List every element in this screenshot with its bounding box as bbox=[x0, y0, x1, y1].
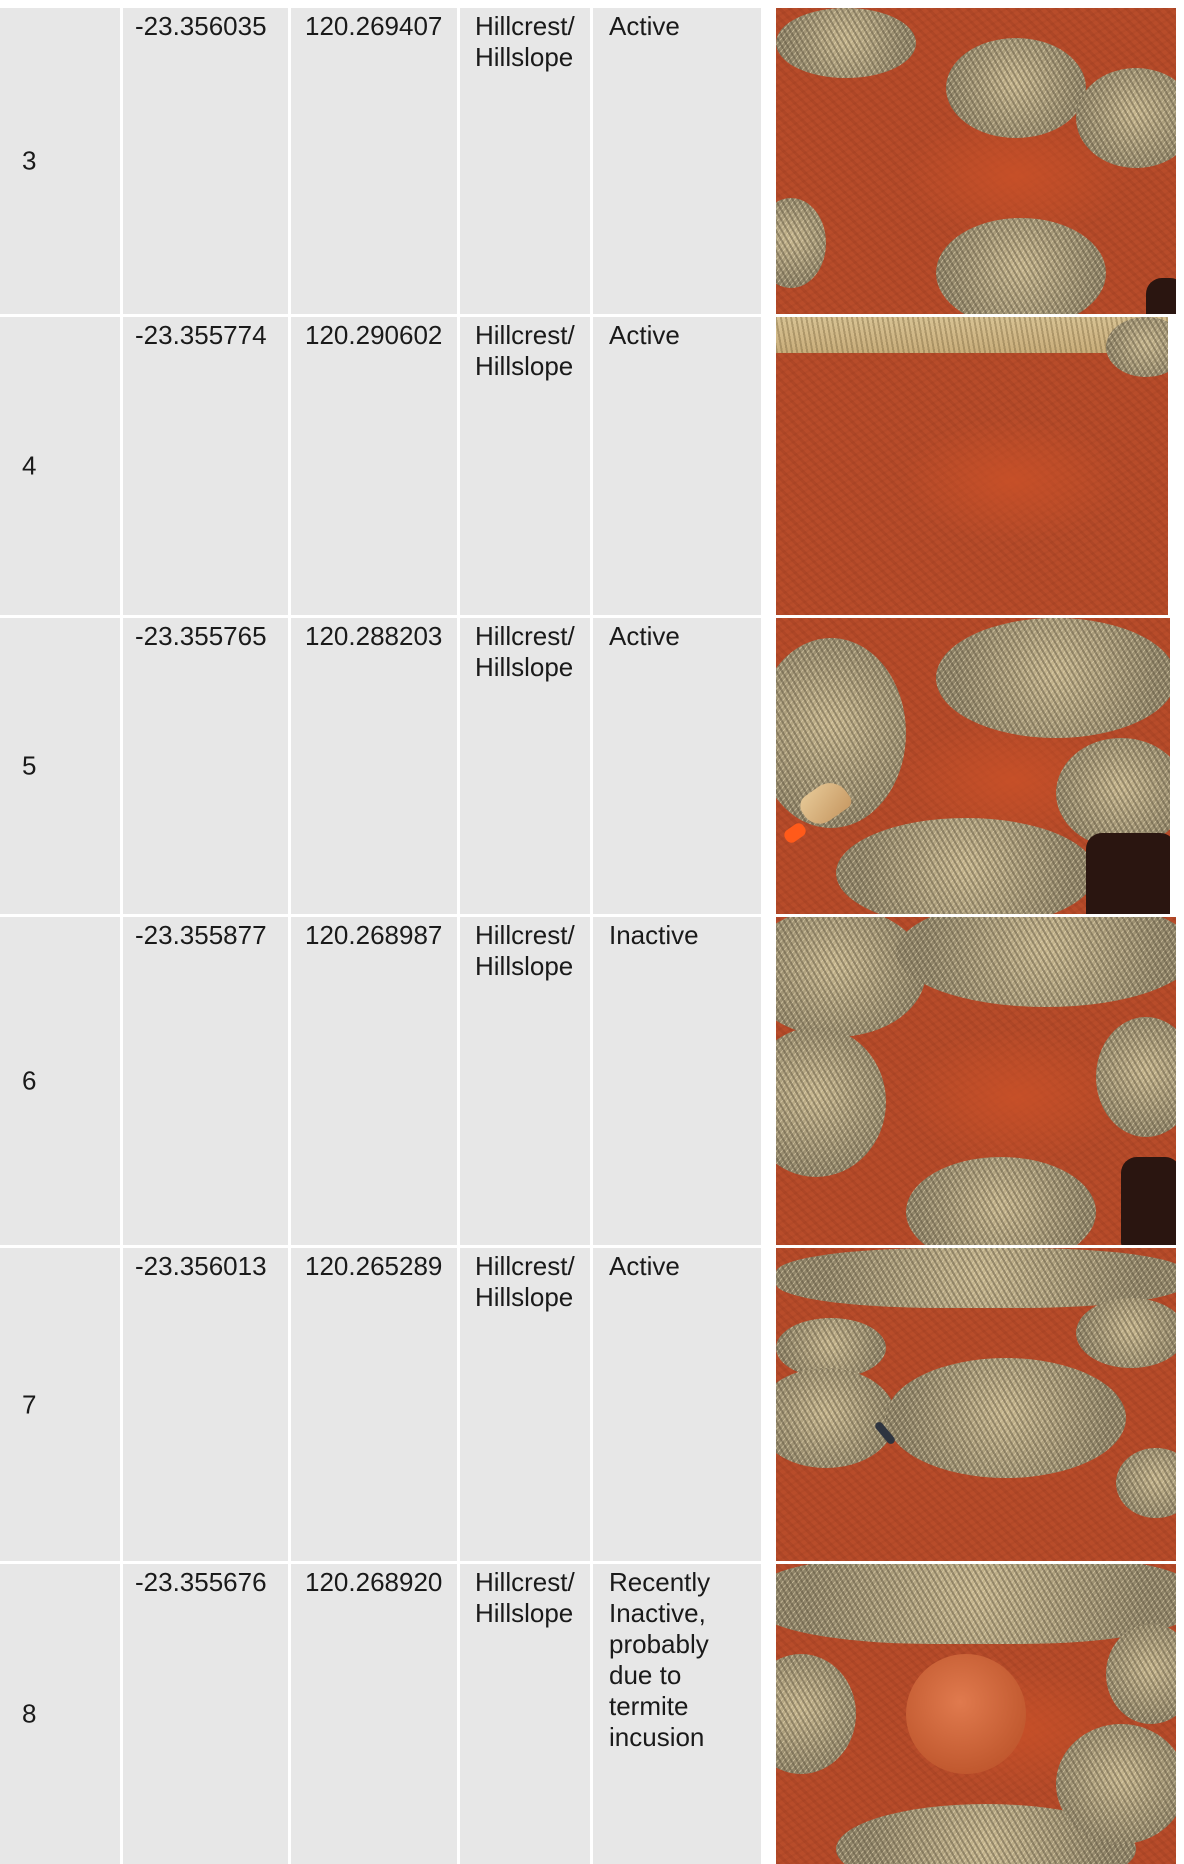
site-id: 5 bbox=[22, 750, 37, 781]
latitude-cell: -23.355765 bbox=[123, 618, 288, 914]
longitude-value: 120.288203 bbox=[305, 621, 443, 651]
site-id: 7 bbox=[22, 1389, 37, 1419]
landform-value: Hillcrest/ Hillslope bbox=[475, 621, 575, 682]
photo-cell bbox=[764, 8, 1184, 314]
longitude-cell: 120.265289 bbox=[291, 1248, 457, 1561]
status-value: Active bbox=[609, 1251, 680, 1281]
table-row: 6 -23.355877 120.268987 Hillcrest/ Hills… bbox=[0, 917, 1184, 1245]
latitude-value: -23.355877 bbox=[135, 920, 267, 950]
longitude-value: 120.290602 bbox=[305, 320, 443, 350]
site-id-cell: 6 bbox=[0, 917, 120, 1245]
photo-cell bbox=[764, 1248, 1184, 1561]
photo-cell bbox=[764, 317, 1184, 615]
landform-cell: Hillcrest/ Hillslope bbox=[460, 917, 590, 1245]
site-id-cell: 5 bbox=[0, 618, 120, 914]
site-id-cell: 7 bbox=[0, 1248, 120, 1561]
site-id: 8 bbox=[22, 1698, 37, 1729]
latitude-cell: -23.356013 bbox=[123, 1248, 288, 1561]
table-row: 7 -23.356013 120.265289 Hillcrest/ Hills… bbox=[0, 1248, 1184, 1561]
status-value: Active bbox=[609, 320, 680, 350]
site-id: 6 bbox=[22, 1065, 37, 1096]
status-cell: Inactive bbox=[593, 917, 761, 1245]
site-photo bbox=[776, 8, 1176, 314]
longitude-cell: 120.288203 bbox=[291, 618, 457, 914]
site-id: 4 bbox=[22, 450, 37, 481]
status-cell: Recently Inactive, probably due to termi… bbox=[593, 1564, 761, 1864]
latitude-value: -23.356013 bbox=[135, 1251, 267, 1281]
table-row: 3 -23.356035 120.269407 Hillcrest/ Hills… bbox=[0, 8, 1184, 314]
landform-value: Hillcrest/ Hillslope bbox=[475, 1567, 575, 1628]
table-row: 4 -23.355774 120.290602 Hillcrest/ Hills… bbox=[0, 317, 1184, 615]
status-cell: Active bbox=[593, 1248, 761, 1561]
site-photo bbox=[776, 1248, 1176, 1561]
landform-value: Hillcrest/ Hillslope bbox=[475, 1251, 575, 1312]
latitude-value: -23.356035 bbox=[135, 11, 267, 41]
latitude-cell: -23.355774 bbox=[123, 317, 288, 615]
longitude-cell: 120.269407 bbox=[291, 8, 457, 314]
landform-value: Hillcrest/ Hillslope bbox=[475, 320, 575, 381]
longitude-cell: 120.268920 bbox=[291, 1564, 457, 1864]
landform-value: Hillcrest/ Hillslope bbox=[475, 11, 575, 72]
site-photo bbox=[776, 1564, 1176, 1864]
latitude-cell: -23.355676 bbox=[123, 1564, 288, 1864]
site-id: 3 bbox=[22, 145, 37, 176]
table-row: 8 -23.355676 120.268920 Hillcrest/ Hills… bbox=[0, 1564, 1184, 1864]
longitude-value: 120.268987 bbox=[305, 920, 443, 950]
status-value: Recently Inactive, probably due to termi… bbox=[609, 1567, 711, 1752]
status-value: Active bbox=[609, 11, 680, 41]
photo-cell bbox=[764, 917, 1184, 1245]
landform-cell: Hillcrest/ Hillslope bbox=[460, 1248, 590, 1561]
status-value: Active bbox=[609, 621, 680, 651]
latitude-value: -23.355774 bbox=[135, 320, 267, 350]
longitude-value: 120.265289 bbox=[305, 1251, 443, 1281]
site-photo bbox=[776, 917, 1176, 1245]
status-cell: Active bbox=[593, 317, 761, 615]
longitude-value: 120.269407 bbox=[305, 11, 443, 41]
latitude-value: -23.355676 bbox=[135, 1567, 267, 1597]
latitude-value: -23.355765 bbox=[135, 621, 267, 651]
landform-cell: Hillcrest/ Hillslope bbox=[460, 618, 590, 914]
longitude-cell: 120.268987 bbox=[291, 917, 457, 1245]
site-id-cell: 8 bbox=[0, 1564, 120, 1864]
latitude-cell: -23.356035 bbox=[123, 8, 288, 314]
site-photo bbox=[776, 618, 1170, 914]
longitude-cell: 120.290602 bbox=[291, 317, 457, 615]
landform-value: Hillcrest/ Hillslope bbox=[475, 920, 575, 981]
longitude-value: 120.268920 bbox=[305, 1567, 443, 1597]
site-id-cell: 3 bbox=[0, 8, 120, 314]
status-cell: Active bbox=[593, 618, 761, 914]
status-cell: Active bbox=[593, 8, 761, 314]
site-table: 3 -23.356035 120.269407 Hillcrest/ Hills… bbox=[0, 8, 1184, 1864]
site-photo bbox=[776, 317, 1168, 615]
landform-cell: Hillcrest/ Hillslope bbox=[460, 1564, 590, 1864]
latitude-cell: -23.355877 bbox=[123, 917, 288, 1245]
photo-cell bbox=[764, 618, 1184, 914]
landform-cell: Hillcrest/ Hillslope bbox=[460, 317, 590, 615]
landform-cell: Hillcrest/ Hillslope bbox=[460, 8, 590, 314]
site-id-cell: 4 bbox=[0, 317, 120, 615]
photo-cell bbox=[764, 1564, 1184, 1864]
table-row: 5 -23.355765 120.288203 Hillcrest/ Hills… bbox=[0, 618, 1184, 914]
status-value: Inactive bbox=[609, 920, 699, 950]
